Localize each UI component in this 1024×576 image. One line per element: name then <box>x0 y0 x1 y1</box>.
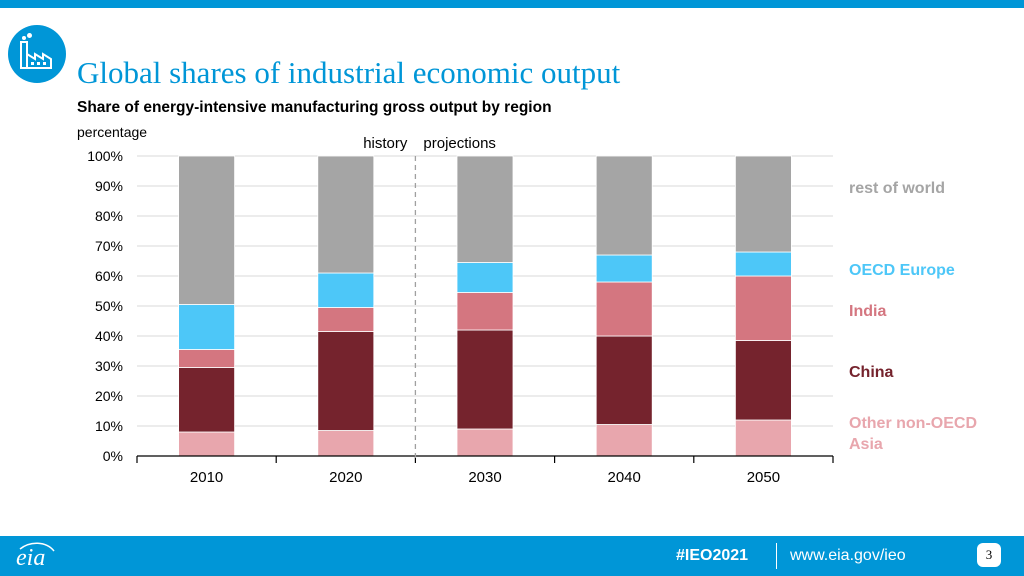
y-tick-label: 40% <box>95 328 123 344</box>
page-number: 3 <box>977 543 1001 567</box>
footer-divider <box>776 543 777 569</box>
bar-segment <box>595 281 653 337</box>
x-tick-label: 2010 <box>190 469 223 486</box>
bar-segment <box>178 349 236 368</box>
bar-segment <box>595 254 653 283</box>
chart-subtitle: Share of energy-intensive manufacturing … <box>77 99 552 116</box>
bar-segment <box>735 275 792 341</box>
y-axis-ticks: 0% 10% 20% 30% 40% 50% 60% 70% 80% 90% 100% <box>87 148 123 464</box>
x-axis: 2010 2020 2030 2040 2050 <box>136 455 834 486</box>
bar-segment <box>595 155 653 256</box>
x-tick-label: 2050 <box>747 469 780 486</box>
svg-text:eia: eia <box>16 545 45 571</box>
legend-label: OECD Europe <box>849 262 955 279</box>
bar-segment <box>178 431 236 457</box>
factory-icon <box>8 25 66 83</box>
bar-segment <box>317 331 375 431</box>
top-accent-bar <box>0 0 1024 8</box>
website-link[interactable]: www.eia.gov/ieo <box>790 547 906 564</box>
bar-segment <box>456 155 514 263</box>
y-tick-label: 0% <box>103 448 123 464</box>
bar-segment <box>456 262 514 293</box>
bar-segment <box>456 329 514 430</box>
bar-segment <box>735 251 792 277</box>
bar-segment <box>178 367 236 433</box>
y-tick-label: 50% <box>95 298 123 314</box>
y-tick-label: 100% <box>87 148 123 164</box>
bar-segment <box>735 155 792 253</box>
bar-segment <box>317 430 375 457</box>
x-tick-label: 2030 <box>468 469 501 486</box>
y-tick-label: 30% <box>95 358 123 374</box>
bar-segment <box>178 304 236 350</box>
history-label: history <box>363 135 408 152</box>
legend-label: rest of world <box>849 180 945 197</box>
bar-segment <box>735 340 792 421</box>
legend-label: India <box>849 303 886 320</box>
page-title: Global shares of industrial economic out… <box>77 55 621 90</box>
y-tick-label: 70% <box>95 238 123 254</box>
x-tick-label: 2020 <box>329 469 362 486</box>
bar-segment <box>456 428 514 457</box>
bar-segment <box>735 419 792 457</box>
stacked-bar-chart: 0%10%20%30%40%50%60%70%80%90%100% 2010 20… <box>87 135 977 486</box>
y-tick-label: 90% <box>95 178 123 194</box>
bar-segment <box>317 272 375 308</box>
bar-segment <box>178 155 236 305</box>
eia-logo: eia <box>16 542 55 571</box>
legend-label: Other non-OECD Asia <box>849 415 977 453</box>
y-tick-label: 10% <box>95 418 123 434</box>
bar-segment <box>595 335 653 425</box>
bars <box>178 155 792 457</box>
legend-label: China <box>849 364 894 381</box>
bar-segment <box>456 292 514 331</box>
y-tick-label: 60% <box>95 268 123 284</box>
bar-segment <box>317 307 375 332</box>
x-tick-label: 2040 <box>608 469 641 486</box>
y-tick-label: 80% <box>95 208 123 224</box>
legend: Other non-OECD Asia China India OECD Europe r… <box>849 180 977 453</box>
projections-label: projections <box>423 135 496 152</box>
y-unit-label: percentage <box>77 124 148 140</box>
bar-segment <box>595 424 653 457</box>
footer-bar: eia #IEO2021 www.eia.gov/ieo <box>0 536 1024 576</box>
hashtag: #IEO2021 <box>676 547 749 564</box>
y-tick-label: 20% <box>95 388 123 404</box>
bar-segment <box>317 155 375 274</box>
